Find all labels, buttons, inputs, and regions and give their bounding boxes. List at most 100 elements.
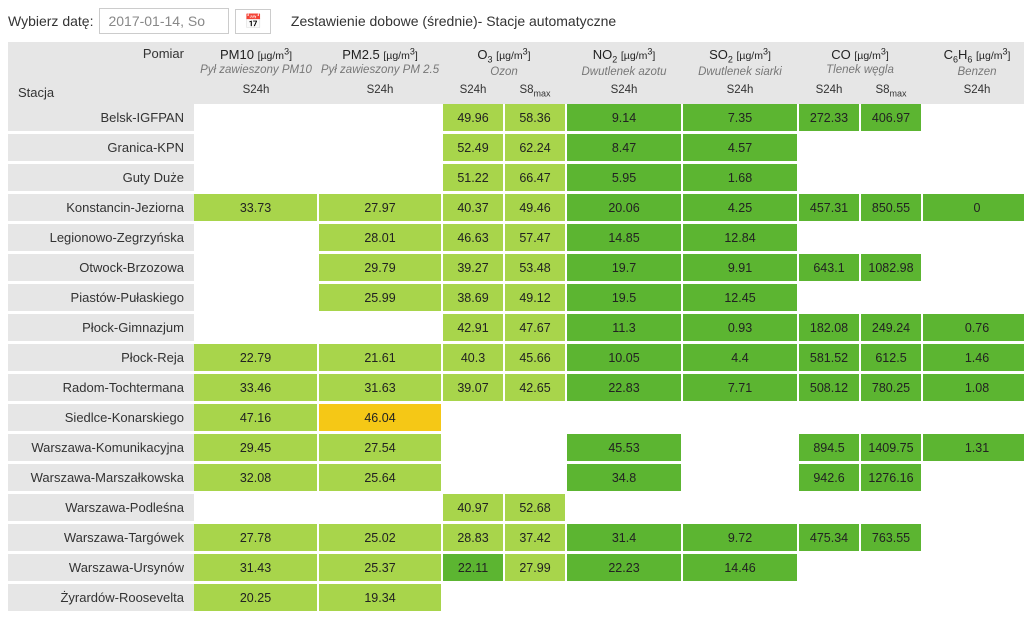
value-cell: 22.83	[566, 373, 682, 403]
col-header-co: CO [µg/m3]Tlenek węgla	[798, 42, 922, 82]
table-row: Radom-Tochtermana33.4631.6339.0742.6522.…	[8, 373, 1024, 403]
value-cell: 53.48	[504, 253, 566, 283]
value-cell: 27.99	[504, 553, 566, 583]
value-cell: 20.06	[566, 193, 682, 223]
value-cell: 49.96	[442, 104, 504, 133]
value-cell: 49.46	[504, 193, 566, 223]
station-cell: Warszawa-Targówek	[8, 523, 194, 553]
value-cell: 38.69	[442, 283, 504, 313]
station-cell: Granica-KPN	[8, 133, 194, 163]
value-cell: 33.73	[194, 193, 318, 223]
station-cell: Warszawa-Podleśna	[8, 493, 194, 523]
value-cell	[922, 133, 1024, 163]
value-cell: 5.95	[566, 163, 682, 193]
value-cell: 1409.75	[860, 433, 922, 463]
value-cell: 37.42	[504, 523, 566, 553]
value-cell	[566, 493, 682, 523]
value-cell	[798, 583, 860, 613]
table-row: Legionowo-Zegrzyńska28.0146.6357.4714.85…	[8, 223, 1024, 253]
value-cell	[504, 433, 566, 463]
value-cell: 8.47	[566, 133, 682, 163]
value-cell: 66.47	[504, 163, 566, 193]
value-cell	[566, 403, 682, 433]
table-row: Płock-Reja22.7921.6140.345.6610.054.4581…	[8, 343, 1024, 373]
value-cell	[318, 133, 442, 163]
station-cell: Warszawa-Marszałkowska	[8, 463, 194, 493]
value-cell: 4.25	[682, 193, 798, 223]
value-cell	[318, 493, 442, 523]
col-header-pm25: PM2.5 [µg/m3]Pył zawieszony PM 2.5	[318, 42, 442, 82]
value-cell	[194, 313, 318, 343]
value-cell: 1.68	[682, 163, 798, 193]
corner-header: PomiarStacja	[8, 42, 194, 104]
value-cell	[860, 133, 922, 163]
value-cell	[442, 403, 504, 433]
subcol-no2-S24h: S24h	[566, 82, 682, 104]
value-cell: 19.7	[566, 253, 682, 283]
value-cell	[860, 403, 922, 433]
col-header-no2: NO2 [µg/m3]Dwutlenek azotu	[566, 42, 682, 82]
value-cell: 40.97	[442, 493, 504, 523]
corner-pomiar: Pomiar	[143, 46, 184, 61]
value-cell: 39.27	[442, 253, 504, 283]
value-cell	[860, 283, 922, 313]
value-cell: 763.55	[860, 523, 922, 553]
subcol-co-S24h: S24h	[798, 82, 860, 104]
value-cell	[798, 403, 860, 433]
value-cell	[682, 433, 798, 463]
value-cell: 27.97	[318, 193, 442, 223]
value-cell: 46.63	[442, 223, 504, 253]
table-row: Belsk-IGFPAN49.9658.369.147.35272.33406.…	[8, 104, 1024, 133]
value-cell: 0.76	[922, 313, 1024, 343]
value-cell	[860, 223, 922, 253]
value-cell	[194, 133, 318, 163]
calendar-icon: 📅	[244, 13, 261, 29]
value-cell	[798, 223, 860, 253]
value-cell: 9.14	[566, 104, 682, 133]
value-cell	[798, 163, 860, 193]
value-cell	[860, 163, 922, 193]
value-cell	[922, 223, 1024, 253]
value-cell: 46.04	[318, 403, 442, 433]
value-cell	[922, 523, 1024, 553]
value-cell: 28.01	[318, 223, 442, 253]
table-head: PomiarStacjaPM10 [µg/m3]Pył zawieszony P…	[8, 42, 1024, 104]
value-cell	[318, 104, 442, 133]
table-row: Warszawa-Targówek27.7825.0228.8337.4231.…	[8, 523, 1024, 553]
table-row: Siedlce-Konarskiego47.1646.04	[8, 403, 1024, 433]
station-cell: Otwock-Brzozowa	[8, 253, 194, 283]
value-cell	[798, 553, 860, 583]
value-cell: 28.83	[442, 523, 504, 553]
subcol-so2-S24h: S24h	[682, 82, 798, 104]
value-cell: 182.08	[798, 313, 860, 343]
top-bar: Wybierz datę: 📅 Zestawienie dobowe (śred…	[8, 8, 1016, 34]
value-cell: 22.23	[566, 553, 682, 583]
date-input[interactable]	[99, 8, 229, 34]
value-cell	[922, 104, 1024, 133]
value-cell: 4.4	[682, 343, 798, 373]
subcol-co-S8max: S8max	[860, 82, 922, 104]
value-cell: 40.37	[442, 193, 504, 223]
value-cell: 272.33	[798, 104, 860, 133]
value-cell	[682, 403, 798, 433]
value-cell: 1.46	[922, 343, 1024, 373]
value-cell	[442, 583, 504, 613]
value-cell: 31.4	[566, 523, 682, 553]
value-cell: 0.93	[682, 313, 798, 343]
value-cell: 643.1	[798, 253, 860, 283]
value-cell: 42.91	[442, 313, 504, 343]
value-cell	[318, 313, 442, 343]
station-cell: Legionowo-Zegrzyńska	[8, 223, 194, 253]
value-cell	[922, 403, 1024, 433]
station-cell: Żyrardów-Roosevelta	[8, 583, 194, 613]
table-row: Warszawa-Podleśna40.9752.68	[8, 493, 1024, 523]
value-cell: 475.34	[798, 523, 860, 553]
data-table: PomiarStacjaPM10 [µg/m3]Pył zawieszony P…	[8, 42, 1024, 614]
value-cell: 508.12	[798, 373, 860, 403]
calendar-button[interactable]: 📅	[235, 9, 270, 34]
value-cell: 11.3	[566, 313, 682, 343]
value-cell: 406.97	[860, 104, 922, 133]
value-cell	[442, 463, 504, 493]
value-cell	[860, 493, 922, 523]
value-cell	[194, 104, 318, 133]
